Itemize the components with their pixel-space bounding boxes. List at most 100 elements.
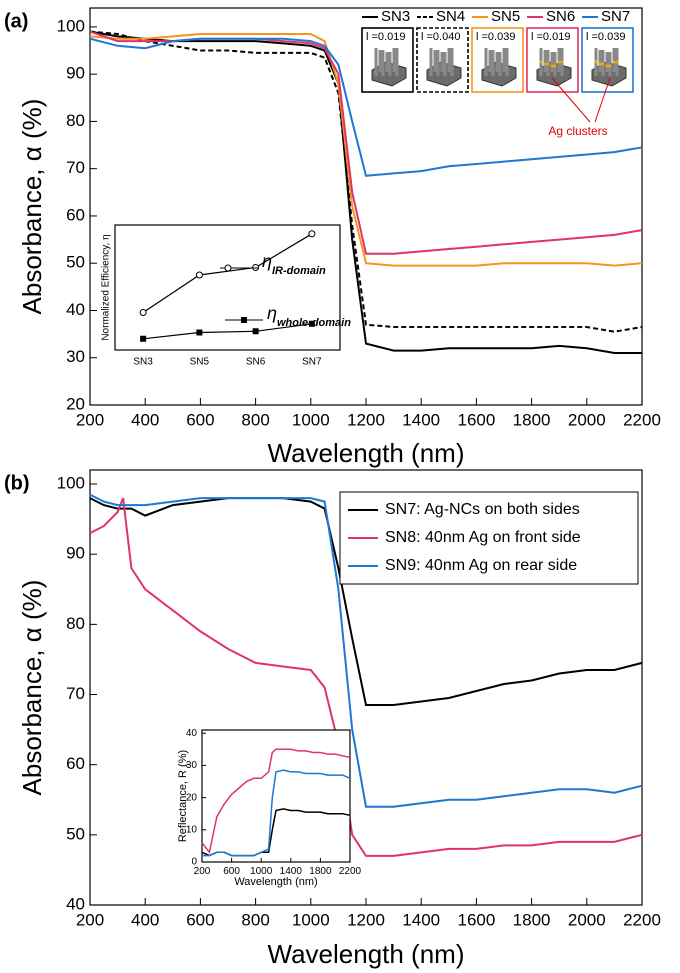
y-tick-label: 10 — [186, 824, 198, 835]
y-tick-label: 100 — [57, 16, 85, 35]
marker — [195, 271, 203, 279]
legend-label: SN4 — [436, 8, 465, 25]
panel-label: (a) — [4, 10, 28, 32]
legend-label: SN3 — [381, 8, 410, 25]
x-tick-label: 1400 — [280, 866, 303, 877]
legend-label: SN5 — [491, 8, 520, 25]
x-tick-label: 2000 — [568, 911, 606, 930]
y-tick-label: 50 — [66, 253, 85, 272]
x-tick-label: 400 — [131, 411, 159, 430]
y-tick-label: 40 — [66, 894, 85, 913]
thumbnail: l =0.019 — [361, 27, 414, 93]
y-tick-label: 30 — [66, 347, 85, 366]
x-tick-label: 1000 — [292, 411, 330, 430]
legend-label: η — [267, 303, 277, 323]
legend-label: SN8: 40nm Ag on front side — [385, 529, 581, 546]
x-tick-label: 1200 — [347, 411, 385, 430]
x-tick-label: SN6 — [246, 357, 266, 368]
x-tick-label: 1800 — [513, 911, 551, 930]
thumbnail-label: l =0.039 — [476, 31, 515, 43]
y-tick-label: 60 — [66, 754, 85, 773]
x-tick-label: 1400 — [402, 411, 440, 430]
marker — [308, 320, 315, 327]
y-tick-label: 0 — [191, 857, 197, 868]
ag-cluster — [546, 62, 550, 66]
thumbnail-label: l =0.019 — [531, 31, 570, 43]
ag-cluster — [615, 60, 619, 64]
legend-frame — [339, 491, 639, 585]
x-tick-label: 2200 — [623, 911, 661, 930]
legend-label: SN9: 40nm Ag on rear side — [385, 557, 577, 574]
y-axis-title: Reflectance, R (%) — [177, 750, 189, 842]
thumbnail-label: l =0.039 — [586, 31, 625, 43]
panel-label: (b) — [4, 472, 30, 494]
series-line — [89, 493, 643, 808]
series-line — [89, 497, 643, 857]
ag-cluster — [612, 60, 616, 64]
ag-cluster — [560, 60, 564, 64]
legend-marker — [241, 317, 247, 323]
y-axis-title: Normalized Efficiency, η — [101, 234, 112, 340]
legend-marker — [224, 264, 232, 272]
y-tick-label: 50 — [66, 824, 85, 843]
ag-cluster — [598, 62, 602, 66]
y-tick-label: 100 — [57, 474, 85, 493]
x-tick-label: 2200 — [339, 866, 362, 877]
marker — [196, 329, 203, 336]
x-tick-label: 600 — [223, 866, 240, 877]
annotation-arrow — [594, 77, 611, 123]
thumbnail-label: l =0.040 — [421, 31, 460, 43]
thumbnail-label: l =0.019 — [366, 31, 405, 43]
x-tick-label: 2000 — [568, 411, 606, 430]
y-axis-title: Absorbance, α (%) — [17, 580, 47, 796]
series-line — [143, 323, 312, 340]
y-axis-title: Absorbance, α (%) — [17, 99, 47, 315]
x-tick-label: 600 — [186, 411, 214, 430]
x-tick-label: 1400 — [402, 911, 440, 930]
x-axis-title: Wavelength (nm) — [268, 939, 465, 969]
y-tick-label: 20 — [186, 792, 198, 803]
legend-label: η — [262, 251, 272, 271]
y-tick-label: 90 — [66, 544, 85, 563]
legend-label: SN7: Ag-NCs on both sides — [385, 501, 580, 518]
legend-label: SN7 — [601, 8, 630, 25]
ag-cluster — [608, 64, 612, 68]
legend-subscript: IR-domain — [272, 265, 326, 277]
y-tick-label: 70 — [66, 158, 85, 177]
ag-cluster — [550, 64, 554, 68]
legend-subscript: whole-domain — [277, 317, 351, 329]
series-line — [89, 30, 643, 333]
x-tick-label: 200 — [194, 866, 211, 877]
marker — [140, 335, 147, 342]
legend-label: SN6 — [546, 8, 575, 25]
x-tick-label: SN7 — [302, 357, 322, 368]
thumbnail: l =0.039 — [581, 27, 634, 93]
series-line — [89, 37, 643, 177]
x-axis-title: Wavelength (nm) — [268, 438, 465, 468]
marker — [252, 328, 259, 335]
ag-cluster — [539, 60, 543, 64]
ag-cluster — [605, 64, 609, 68]
thumbnail: l =0.019 — [526, 27, 579, 93]
thumbnail: l =0.040 — [416, 27, 469, 93]
x-tick-label: 200 — [76, 911, 104, 930]
y-tick-label: 80 — [66, 111, 85, 130]
annotation-arrow — [551, 77, 591, 123]
x-tick-label: 800 — [241, 911, 269, 930]
y-tick-label: 90 — [66, 64, 85, 83]
ag-cluster — [557, 60, 561, 64]
x-tick-label: 200 — [76, 411, 104, 430]
x-tick-label: 800 — [241, 411, 269, 430]
ag-cluster — [594, 60, 598, 64]
x-tick-label: 1800 — [309, 866, 332, 877]
series-line — [201, 748, 351, 855]
x-tick-label: 2200 — [623, 411, 661, 430]
ag-cluster — [553, 64, 557, 68]
x-tick-label: 1200 — [347, 911, 385, 930]
ag-cluster — [601, 62, 605, 66]
x-tick-label: 1000 — [250, 866, 273, 877]
y-tick-label: 40 — [66, 300, 85, 319]
x-tick-label: SN3 — [133, 357, 153, 368]
x-tick-label: 600 — [186, 911, 214, 930]
